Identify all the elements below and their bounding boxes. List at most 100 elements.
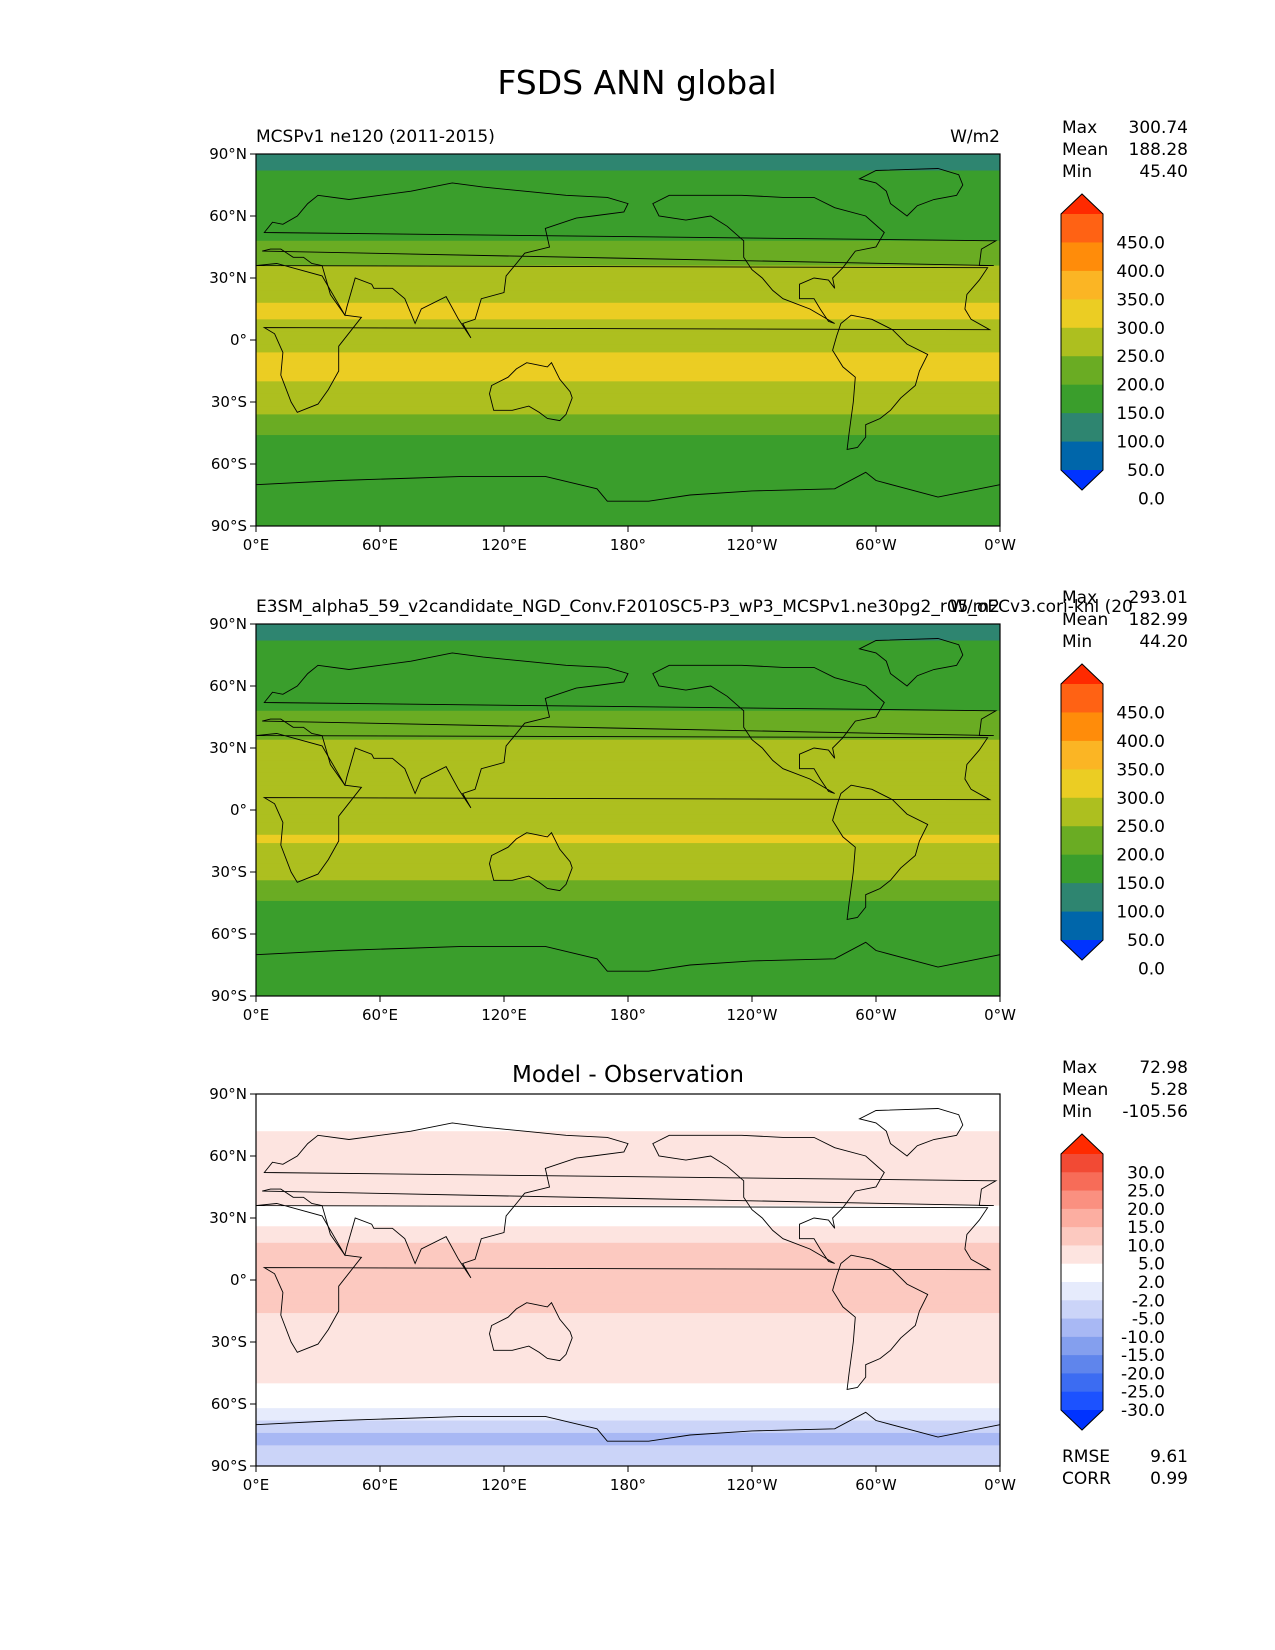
y-tick-label: 0° — [230, 801, 247, 819]
colorbar-segment — [1061, 1391, 1103, 1411]
map-band — [256, 319, 1000, 324]
map-band — [256, 501, 1000, 506]
coastline — [652, 194, 885, 324]
map-band — [256, 896, 1000, 902]
coastline — [858, 638, 964, 687]
colorbar-tick-label: 20.0 — [1127, 1200, 1165, 1220]
colorbar-segment — [1061, 1227, 1103, 1246]
map-band — [256, 830, 1000, 836]
map-band — [256, 1168, 1000, 1174]
map-band — [256, 843, 1000, 848]
map-band — [256, 430, 1000, 436]
map-band — [256, 698, 1000, 704]
map-band — [256, 1131, 1000, 1136]
map-band — [256, 174, 1000, 180]
map-band — [256, 340, 1000, 345]
map-band — [256, 1110, 1000, 1116]
map-band — [256, 1230, 1000, 1236]
map-band — [256, 402, 1000, 407]
map-band — [256, 814, 1000, 819]
map-band — [256, 991, 1000, 997]
panel-title-units: W/m2 — [950, 127, 1000, 147]
map-band — [256, 335, 1000, 341]
map-band — [256, 253, 1000, 258]
colorbar-tick-label: -2.0 — [1132, 1291, 1165, 1311]
map-band — [256, 810, 1000, 815]
map-band — [256, 199, 1000, 205]
colorbar-extend-min — [1061, 1410, 1103, 1430]
map-band — [256, 714, 1000, 720]
y-tick-label: 90°S — [211, 987, 247, 1005]
map-band — [256, 377, 1000, 382]
map-band — [256, 880, 1000, 885]
y-tick-label: 30°N — [209, 1209, 247, 1227]
map-band — [256, 1354, 1000, 1360]
colorbar: 450.0 400.0 350.0 300.0 250.0 200.0 150.0 100.0… — [1060, 193, 1165, 509]
map-band — [256, 207, 1000, 213]
y-tick-label: 90°N — [209, 145, 247, 163]
colorbar-tick-label: 30.0 — [1127, 1163, 1165, 1183]
map-band — [256, 727, 1000, 732]
map-band — [256, 368, 1000, 374]
map-band — [256, 776, 1000, 782]
map-band — [256, 352, 1000, 358]
map-band — [256, 509, 1000, 515]
map-band — [256, 1193, 1000, 1198]
map-band — [256, 905, 1000, 910]
colorbar-tick-label: 300.0 — [1116, 319, 1165, 339]
colorbar-extend-max — [1061, 194, 1103, 214]
map-band — [256, 480, 1000, 486]
map-band — [256, 240, 1000, 246]
map-band — [256, 954, 1000, 960]
x-tick-label: 120°E — [481, 1476, 527, 1494]
map-band — [256, 517, 1000, 523]
map-band — [256, 476, 1000, 482]
map-band — [256, 298, 1000, 304]
colorbar-tick-label: -10.0 — [1121, 1328, 1165, 1348]
map-band — [256, 1420, 1000, 1426]
map-band — [256, 934, 1000, 939]
map-band — [256, 826, 1000, 832]
colorbar-tick-label: -30.0 — [1121, 1401, 1165, 1421]
map-band — [256, 888, 1000, 894]
map-band — [256, 331, 1000, 337]
map-band — [256, 1102, 1000, 1107]
map-band — [256, 1176, 1000, 1182]
colorbar-extend-min — [1061, 470, 1103, 490]
map-band — [256, 838, 1000, 844]
map-band — [256, 892, 1000, 898]
extra-stat-label: RMSE — [1062, 1447, 1110, 1467]
x-tick-label: 120°W — [727, 1476, 778, 1494]
colorbar-segment — [1061, 299, 1103, 329]
map-band — [256, 1106, 1000, 1112]
y-tick-label: 90°S — [211, 1457, 247, 1475]
map-band — [256, 739, 1000, 745]
map-band — [256, 673, 1000, 679]
map-band — [256, 327, 1000, 333]
coastline — [832, 784, 929, 921]
coastline — [489, 831, 573, 892]
colorbar-segment — [1061, 1336, 1103, 1356]
map-band — [256, 632, 1000, 637]
panel-title-units: W/m2 — [950, 597, 1000, 617]
map-band — [256, 492, 1000, 498]
map-band — [256, 938, 1000, 943]
map-band — [256, 1143, 1000, 1149]
map-band — [256, 686, 1000, 691]
extra-stat-value: 0.99 — [1150, 1469, 1188, 1489]
colorbar-tick-label: 25.0 — [1127, 1182, 1165, 1202]
x-tick-label: 180° — [610, 1006, 646, 1024]
map-band — [256, 459, 1000, 465]
map-band — [256, 719, 1000, 724]
colorbar-segment — [1061, 769, 1103, 799]
map-band — [256, 488, 1000, 494]
x-tick-label: 60°E — [362, 1476, 398, 1494]
y-tick-label: 60°S — [211, 1395, 247, 1413]
map-band — [256, 1238, 1000, 1244]
colorbar-segment — [1061, 356, 1103, 386]
colorbar-extend-max — [1061, 1134, 1103, 1154]
map-band — [256, 1412, 1000, 1417]
map-band — [256, 373, 1000, 378]
map-band — [256, 426, 1000, 432]
colorbar-tick-label: 400.0 — [1116, 262, 1165, 282]
